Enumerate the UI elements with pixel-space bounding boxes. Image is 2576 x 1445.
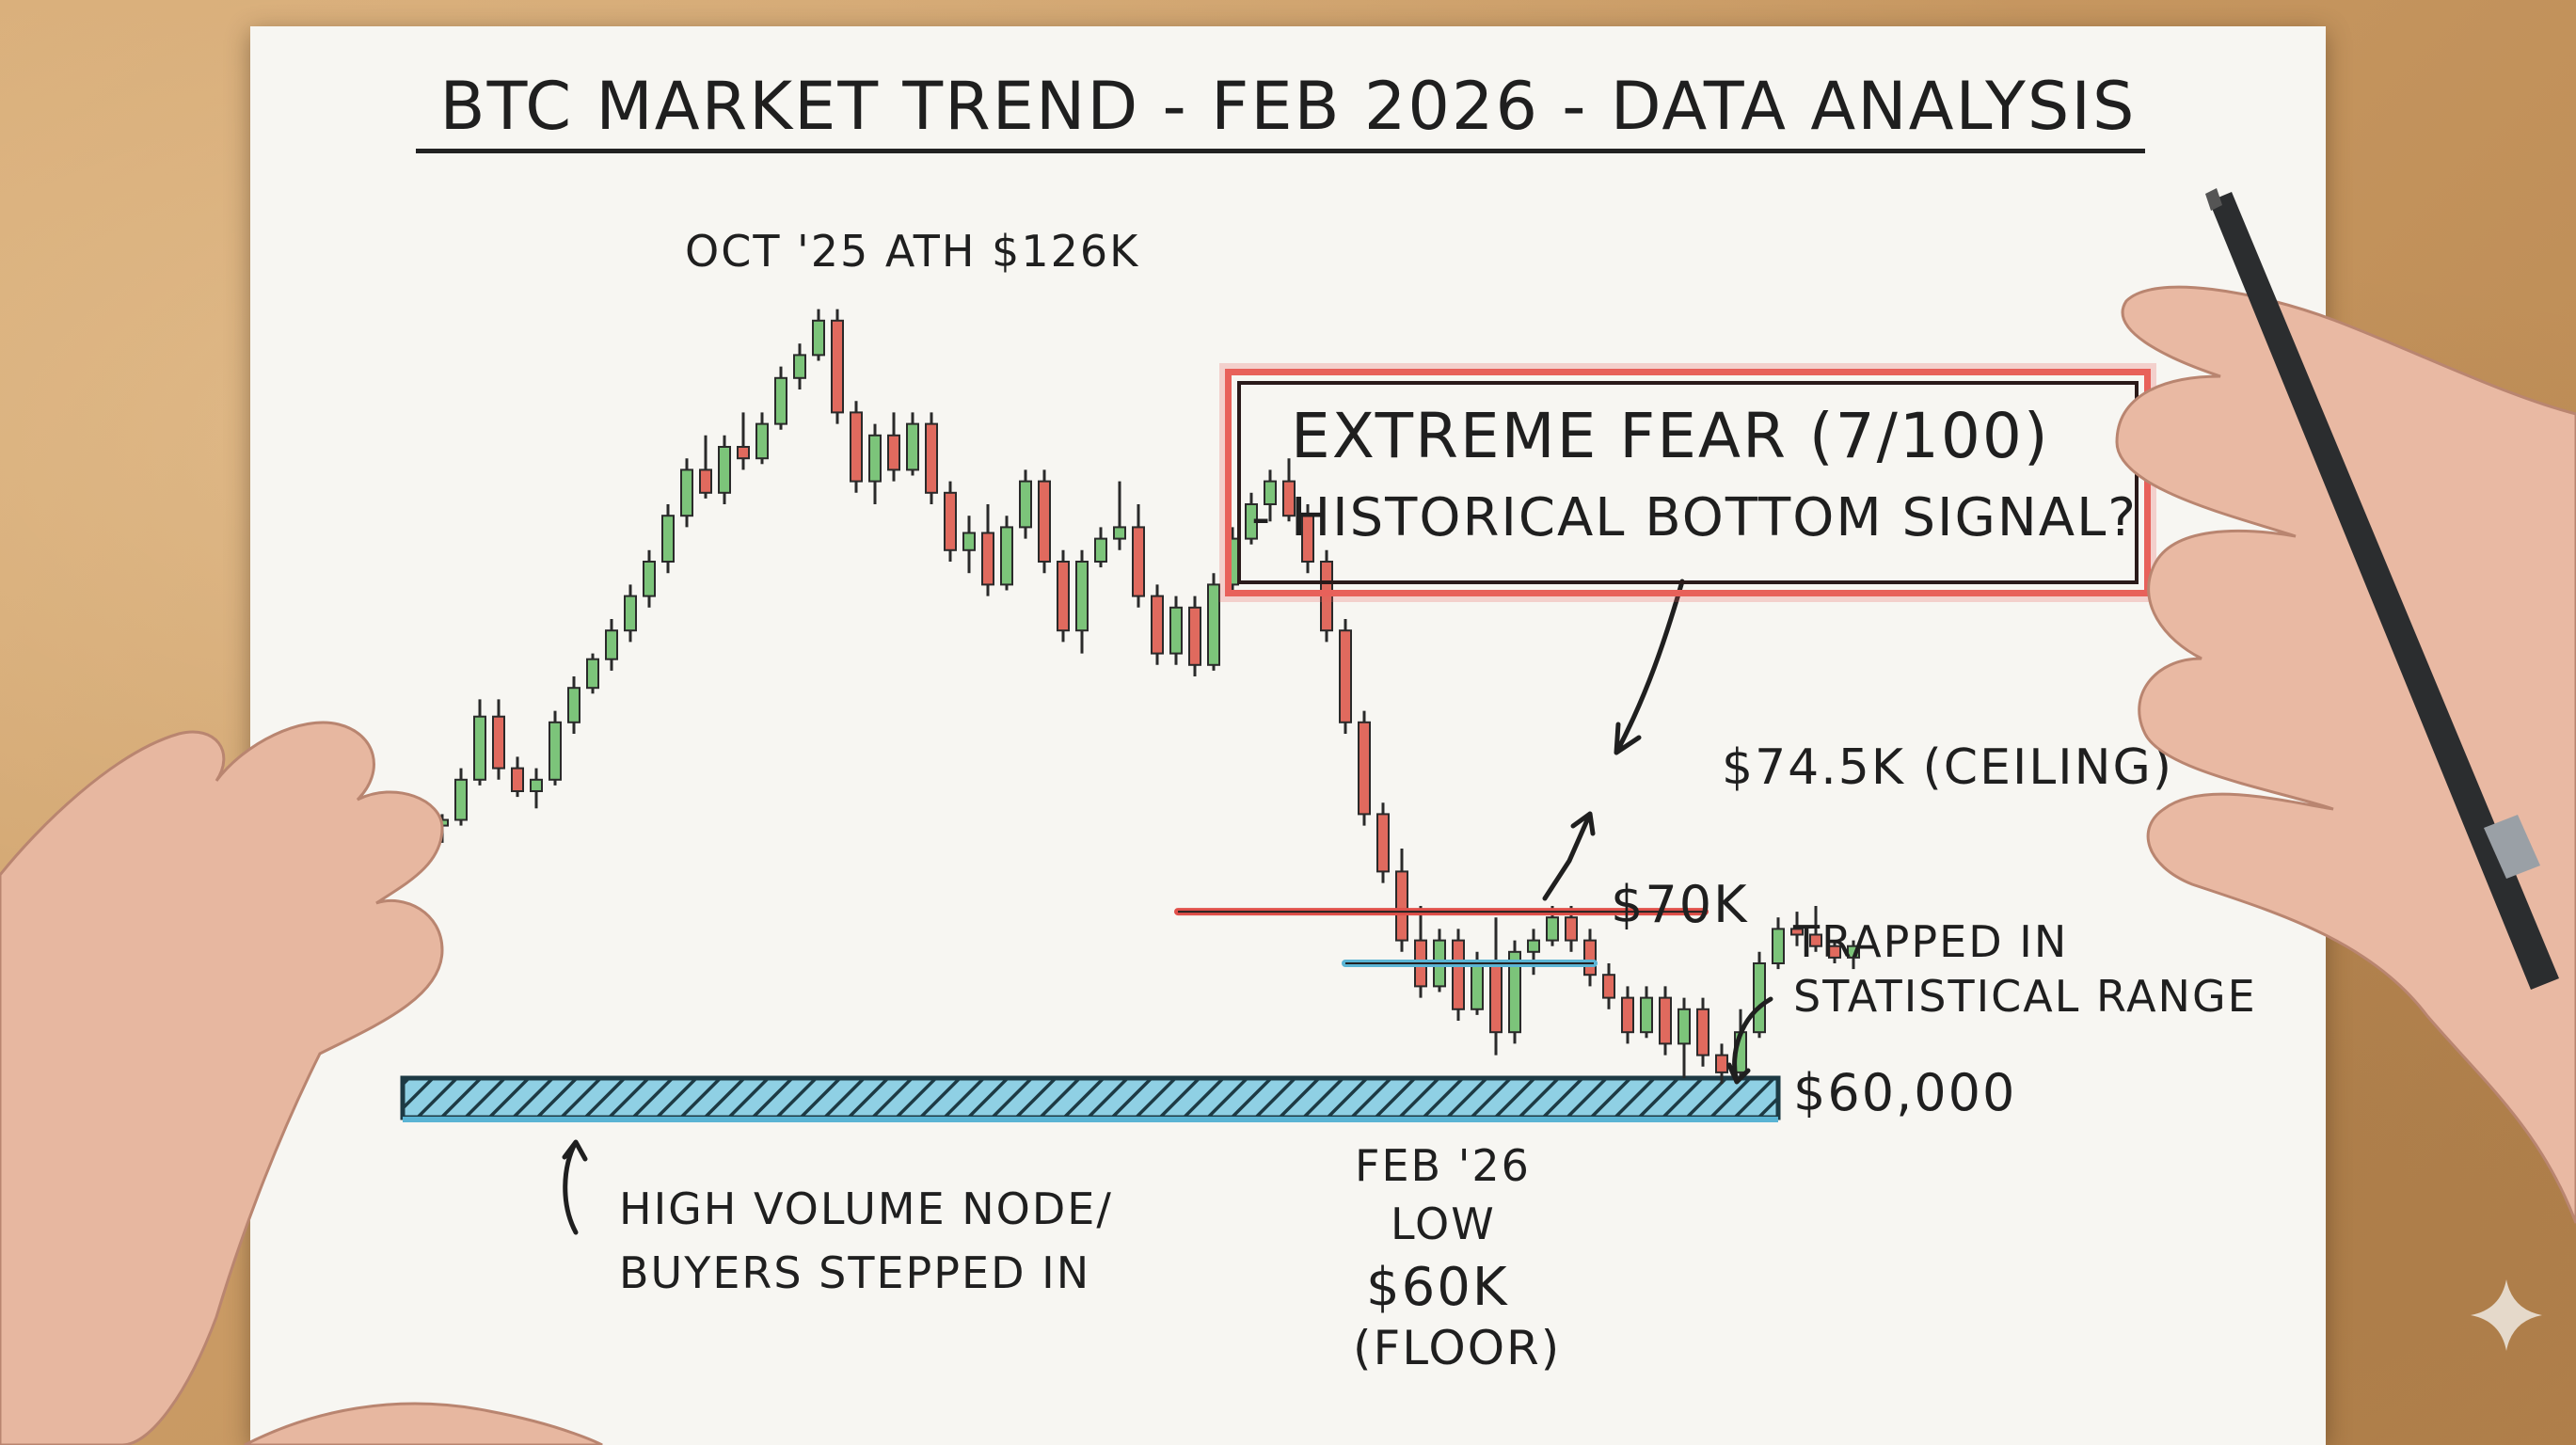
hvn-arrow <box>562 1139 588 1235</box>
candle-bull <box>1847 945 1860 959</box>
floor-support-zone <box>400 1075 1781 1122</box>
candle-bear <box>1038 480 1051 564</box>
low-line-4: (FLOOR) <box>1353 1321 1562 1375</box>
candle-bear <box>850 411 863 483</box>
candle-bear <box>1151 595 1164 655</box>
page-title: BTC MARKET TREND - FEB 2026 - DATA ANALY… <box>439 68 2137 145</box>
ceiling-label: $74.5K (CEILING) <box>1722 739 2174 796</box>
candle-bear <box>1339 629 1352 723</box>
candle-bear <box>1452 939 1465 1010</box>
candle-bull <box>793 354 806 379</box>
candle-bull <box>1113 526 1126 540</box>
trapped-line-1: TRAPPED IN <box>1793 916 2069 967</box>
candle-bull <box>1546 916 1559 942</box>
candle-bear <box>1809 933 1822 947</box>
candle-bear <box>831 319 844 414</box>
fear-line-1: EXTREME FEAR (7/100) <box>1291 400 2050 472</box>
fear-pointer-arrow <box>1614 579 1685 755</box>
candle-bear <box>1828 945 1841 959</box>
sparkle-icon <box>2471 1279 2542 1351</box>
candle-bull <box>1753 962 1766 1034</box>
candle-bull <box>1772 928 1785 965</box>
left-hand <box>0 721 603 1445</box>
candle-bear <box>1602 974 1615 999</box>
candle-bull <box>1075 561 1089 632</box>
candle-bull <box>774 376 787 425</box>
pen-icon <box>2205 188 2559 990</box>
candle-bear <box>1621 996 1634 1034</box>
candle-bear <box>1188 606 1201 666</box>
level-70k-label: $70K <box>1611 875 1749 934</box>
candle-bull <box>906 422 919 471</box>
fear-line-2: - HISTORICAL BOTTOM SIGNAL? <box>1251 487 2139 548</box>
candle-bull <box>1527 939 1540 953</box>
candle-bear <box>492 715 505 770</box>
candle-bull <box>1094 537 1107 563</box>
candle-bull <box>962 532 976 551</box>
candle-bear <box>1057 561 1070 632</box>
candle-bull <box>1264 480 1277 506</box>
candle-bull <box>473 715 486 781</box>
candle-bull <box>661 515 675 564</box>
candle-bear <box>1301 515 1314 564</box>
candle-bear <box>981 532 994 586</box>
candle-bear <box>1395 870 1408 942</box>
candle-bull <box>530 778 543 792</box>
ath-label: OCT '25 ATH $126K <box>685 226 1140 277</box>
candle-bear <box>1358 721 1371 816</box>
trapped-line-2: STATISTICAL RANGE <box>1793 971 2257 1022</box>
candle-bull <box>755 422 769 460</box>
candle-bull <box>1508 950 1521 1034</box>
hvn-line-2: BUYERS STEPPED IN <box>619 1247 1091 1298</box>
candle-bear <box>887 434 900 471</box>
candle-bear <box>1790 928 1804 936</box>
candle-bear <box>1282 480 1296 517</box>
candle-bull <box>549 721 562 781</box>
candle-bull <box>454 778 468 821</box>
candle-bull <box>586 658 599 690</box>
candle-bear <box>1132 526 1145 597</box>
candle-bear <box>737 446 750 460</box>
candle-bull <box>1245 503 1258 540</box>
candle-bear <box>1565 916 1578 942</box>
candle-bull <box>718 446 731 494</box>
low-line-3: $60K <box>1366 1257 1509 1318</box>
low-line-1: FEB '26 <box>1355 1140 1531 1191</box>
candle-bull <box>1678 1008 1691 1045</box>
candle-bear <box>944 491 957 551</box>
candle-bull <box>1000 526 1013 586</box>
candle-bull <box>1169 606 1183 655</box>
candle-bear <box>1376 813 1390 873</box>
hvn-line-1: HIGH VOLUME NODE/ <box>619 1183 1113 1234</box>
candle-bull <box>812 319 825 357</box>
candle-bear <box>699 468 712 494</box>
candle-bear <box>511 767 524 792</box>
paper-sheet <box>250 26 2326 1445</box>
floor-price-label: $60,000 <box>1793 1063 2017 1122</box>
candle-bull <box>567 687 580 723</box>
candle-bull <box>1640 996 1653 1034</box>
candle-bear <box>1659 996 1672 1045</box>
candle-bull <box>624 595 637 632</box>
candle-bear <box>925 422 938 494</box>
candle-bull <box>1019 480 1032 529</box>
trapped-arrow <box>1726 996 1773 1085</box>
right-hand <box>2115 285 2576 1224</box>
candle-bull <box>868 434 882 483</box>
candle-bull <box>680 468 693 517</box>
title-underline <box>416 149 2145 153</box>
breakout-arrow <box>1542 811 1596 901</box>
candle-bull <box>643 561 656 597</box>
low-line-2: LOW <box>1391 1199 1496 1249</box>
candle-bull <box>605 629 618 660</box>
candle-bull <box>1207 583 1220 666</box>
candle-bear <box>1696 1008 1709 1056</box>
